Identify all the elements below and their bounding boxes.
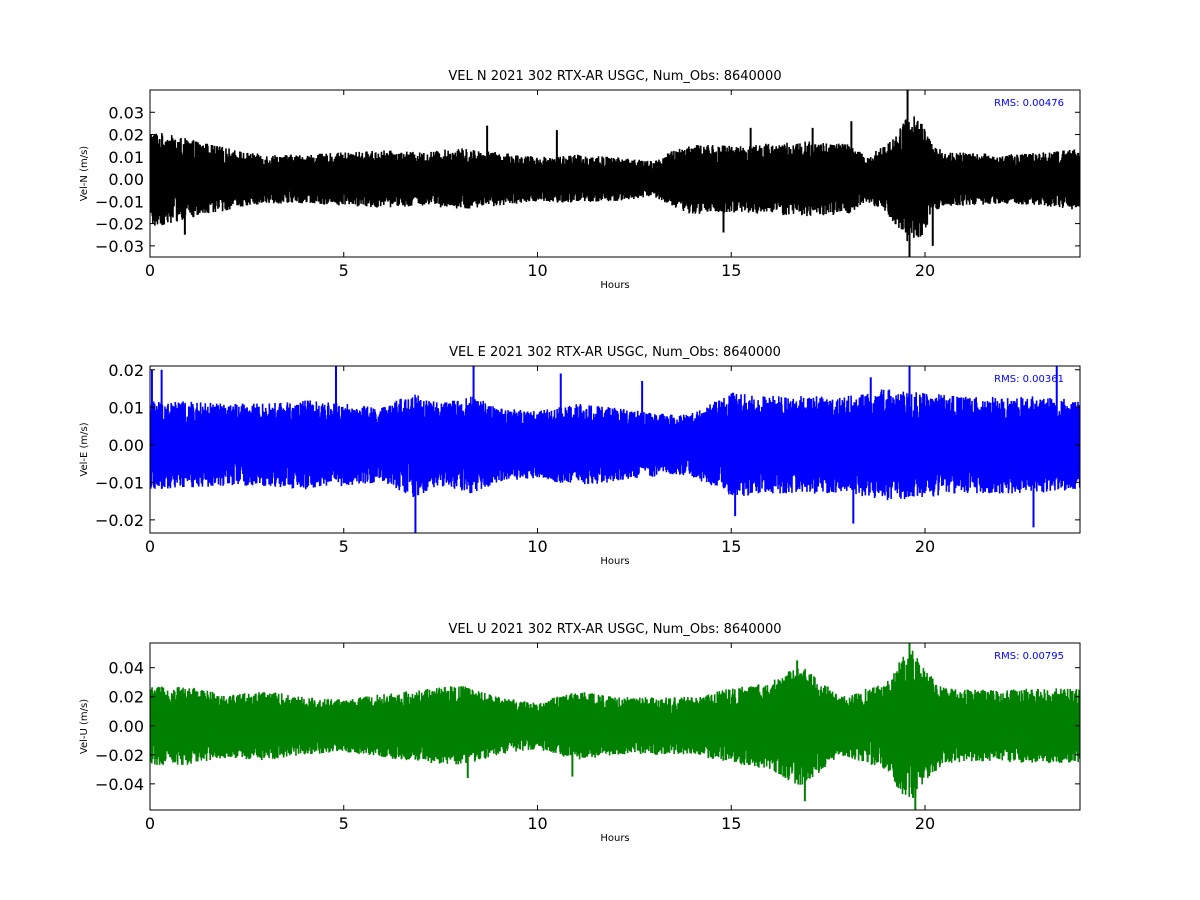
y-axis-label: Vel-U (m/s) [79,699,90,754]
x-tick-label: 10 [527,537,547,556]
y-tick-label: −0.04 [95,775,144,794]
axes-frame [149,89,1081,258]
y-tick-label: 0.02 [108,361,144,380]
x-tick-label: 10 [527,814,547,833]
y-tick-label: 0.00 [108,170,144,189]
rms-annotation: RMS: 0.00476 [994,98,1064,109]
x-tick-label: 5 [339,537,349,556]
y-tick-label: −0.01 [95,192,144,211]
axes-frame [149,365,1081,534]
x-tick-label: 10 [527,261,547,280]
y-tick-label: −0.03 [95,237,144,256]
ticks: 0 5 10 15 20 −0.03 −0.02 −0.01 0.00 0.01 0.02 0.03 [95,90,1080,280]
x-tick-label: 0 [145,537,155,556]
plot-area [150,643,1080,810]
series-trace [150,389,1080,501]
x-tick-label: 20 [915,537,935,556]
x-tick-label: 5 [339,261,349,280]
chart-title: VEL E 2021 302 RTX-AR USGC, Num_Obs: 864… [449,345,781,360]
y-tick-label: −0.02 [95,511,144,530]
axes-frame [149,642,1081,811]
x-tick-label: 15 [721,814,741,833]
x-axis-label: Hours [600,556,629,567]
x-tick-label: 0 [145,261,155,280]
x-tick-label: 0 [145,814,155,833]
subplot-vel-e: VEL E 2021 302 RTX-AR USGC, Num_Obs: 864… [79,345,1081,567]
x-axis-label: Hours [600,280,629,291]
x-tick-label: 20 [915,814,935,833]
y-tick-label: 0.00 [108,717,144,736]
y-tick-label: 0.00 [108,436,144,455]
x-tick-label: 20 [915,261,935,280]
plot-area [150,90,1080,257]
series-trace [150,116,1080,242]
rms-annotation: RMS: 0.00795 [994,651,1064,662]
ticks: 0 5 10 15 20 −0.04 −0.02 0.00 0.02 0.04 [95,643,1080,833]
chart-title: VEL N 2021 302 RTX-AR USGC, Num_Obs: 864… [448,69,781,84]
y-tick-label: −0.01 [95,473,144,492]
subplot-vel-u: VEL U 2021 302 RTX-AR USGC, Num_Obs: 864… [79,622,1081,844]
x-tick-label: 15 [721,261,741,280]
y-axis-label: Vel-E (m/s) [79,422,90,476]
y-tick-label: 0.03 [108,103,144,122]
y-axis-label: Vel-N (m/s) [79,146,90,201]
ticks: 0 5 10 15 20 −0.02 −0.01 0.00 0.01 0.02 [95,361,1080,556]
y-tick-label: 0.01 [108,398,144,417]
y-tick-label: 0.02 [108,126,144,145]
x-tick-label: 15 [721,537,741,556]
y-tick-label: −0.02 [95,746,144,765]
y-tick-label: 0.02 [108,688,144,707]
rms-annotation: RMS: 0.00361 [994,374,1064,385]
x-tick-label: 5 [339,814,349,833]
series-trace [150,650,1080,798]
y-tick-label: −0.02 [95,215,144,234]
chart-title: VEL U 2021 302 RTX-AR USGC, Num_Obs: 864… [448,622,781,637]
subplot-vel-n: VEL N 2021 302 RTX-AR USGC, Num_Obs: 864… [79,69,1081,291]
x-axis-label: Hours [600,833,629,844]
y-tick-label: 0.01 [108,148,144,167]
y-tick-label: 0.04 [108,659,144,678]
plot-area [150,366,1080,533]
